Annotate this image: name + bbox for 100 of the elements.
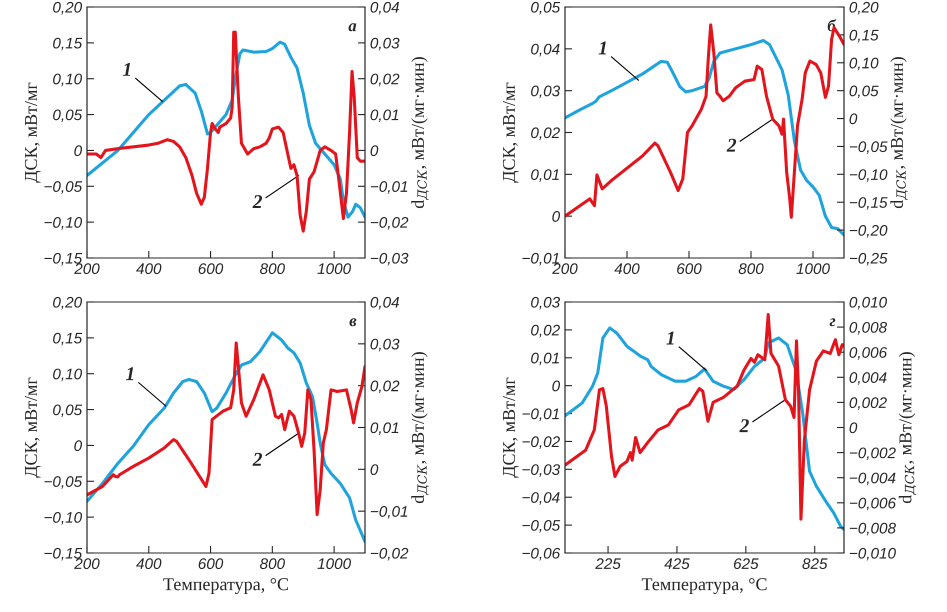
- y2-tick-label: 0,20: [850, 2, 878, 14]
- x-axis-title: Температура, °С: [163, 578, 288, 594]
- y-axis-title: ДСК, мВт/мг: [502, 82, 519, 183]
- y-tick-label: 0,20: [53, 296, 82, 310]
- y-tick-label: 0,02: [531, 127, 560, 140]
- y-tick-label: −0,01: [522, 252, 559, 266]
- y2-tick-label: −0,002: [850, 447, 896, 460]
- y2-tick-label: 0,02: [370, 74, 400, 86]
- y2-tick-label: 0,04: [370, 296, 400, 310]
- y2-tick-label: −0,008: [850, 522, 896, 536]
- line-series: [87, 331, 365, 544]
- y-axis-title: ДСК, мВт/мг: [502, 378, 519, 478]
- y-tick-label: 0: [552, 380, 560, 392]
- x-tick-label: 825: [802, 558, 828, 570]
- y-tick-label: 0,03: [531, 86, 560, 98]
- y-tick-label: 0,15: [53, 38, 82, 50]
- x-tick-label: 800: [738, 263, 764, 274]
- y2-tick-label: 0: [850, 422, 858, 434]
- annotation: 1: [126, 367, 134, 380]
- y2-tick-label: 0,002: [850, 397, 887, 410]
- annotation: 1: [666, 332, 674, 344]
- y-tick-label: 0: [74, 145, 82, 156]
- x-tick-label: 625: [734, 558, 759, 570]
- x-tick-label: 400: [136, 263, 162, 274]
- y2-tick-label: −0,20: [850, 224, 888, 238]
- y-tick-label: 0,04: [531, 44, 560, 56]
- y-tick-label: −0,15: [44, 548, 82, 560]
- x-tick-label: 200: [74, 558, 100, 570]
- x-tick-label: 800: [260, 263, 285, 274]
- y2-axis-title: d$_{ДСК}$, мВт/(мг·мин): [411, 57, 429, 208]
- x-tick-label: 200: [74, 263, 100, 274]
- y-tick-label: −0,05: [44, 476, 82, 489]
- y-axis-title: ДСК, мВт/мг: [24, 378, 41, 478]
- y2-tick-label: 0,008: [850, 322, 888, 335]
- x-tick-label: 425: [664, 558, 690, 570]
- x-tick-label: 600: [677, 263, 702, 274]
- y2-tick-label: −0,01: [370, 506, 408, 519]
- y-tick-label: −0,03: [522, 464, 560, 477]
- y2-tick-label: −0,05: [850, 141, 888, 154]
- y2-tick-label: 0,10: [850, 58, 878, 70]
- y-tick-label: −0,10: [44, 512, 82, 525]
- annotation: в: [349, 318, 356, 326]
- y-tick-label: 0: [552, 211, 560, 222]
- x-tick-label: 400: [614, 263, 640, 274]
- line-series: [87, 341, 365, 516]
- y-tick-label: 0,05: [531, 2, 560, 14]
- x-tick-label: 200: [552, 263, 578, 274]
- x-tick-label: 225: [595, 558, 621, 570]
- annotation: 2: [252, 452, 262, 466]
- y-tick-label: −0,04: [522, 492, 560, 505]
- y2-tick-label: 0,15: [850, 30, 879, 42]
- x-tick-label: 1000: [796, 263, 830, 274]
- y2-tick-label: 0,006: [850, 347, 888, 360]
- y-tick-label: −0,05: [522, 520, 560, 533]
- y2-tick-label: −0,15: [850, 197, 888, 210]
- y-tick-label: −0,05: [44, 181, 82, 194]
- y2-tick-label: −0,01: [370, 181, 408, 194]
- y-tick-label: −0,10: [44, 217, 82, 230]
- y2-tick-label: 0,03: [370, 38, 400, 50]
- annotation: 2: [726, 138, 736, 152]
- x-tick-label: 1000: [318, 558, 351, 570]
- y-tick-label: 0,03: [531, 296, 560, 310]
- x-axis-title: Температура, °С: [642, 578, 767, 594]
- y2-tick-label: −0,25: [850, 252, 888, 266]
- y2-tick-label: 0,05: [850, 86, 879, 98]
- y2-tick-label: −0,02: [370, 548, 408, 560]
- y-tick-label: 0,02: [531, 324, 560, 338]
- y-tick-label: 0,20: [53, 2, 82, 14]
- y2-axis-title: d$_{ДСК}$, мВт/(мг·мин): [411, 352, 429, 504]
- y2-tick-label: 0,04: [370, 2, 400, 14]
- y-tick-label: 0,05: [53, 109, 82, 122]
- y2-axis-title: d$_{ДСК}$, мВт/(мг·мин): [898, 352, 916, 504]
- annotation: 1: [598, 41, 606, 54]
- y2-tick-label: −0,010: [850, 548, 896, 560]
- y2-tick-label: 0,02: [370, 380, 400, 394]
- y-tick-label: 0: [74, 440, 82, 452]
- y2-tick-label: 0: [370, 145, 378, 156]
- y-tick-label: −0,06: [522, 548, 560, 560]
- y-tick-label: 0,01: [531, 169, 559, 182]
- x-tick-label: 400: [136, 558, 162, 570]
- y-tick-label: 0,05: [53, 404, 82, 418]
- y-tick-label: 0,10: [53, 368, 82, 382]
- y-tick-label: −0,01: [522, 408, 559, 422]
- y2-tick-label: 0,01: [370, 109, 398, 122]
- y2-tick-label: 0,01: [370, 422, 398, 435]
- y2-axis-title: d$_{ДСК}$, мВт/(мг·мин): [890, 57, 908, 208]
- y2-tick-label: 0: [370, 464, 378, 476]
- x-tick-label: 1000: [318, 263, 351, 274]
- y-tick-label: 0,10: [53, 74, 82, 86]
- y2-tick-label: −0,02: [370, 217, 408, 230]
- y2-tick-label: 0,03: [370, 338, 400, 352]
- annotation: 1: [122, 62, 130, 76]
- x-tick-label: 600: [198, 263, 224, 274]
- y-tick-label: −0,02: [522, 436, 560, 449]
- annotation: а: [348, 23, 356, 32]
- y-tick-label: −0,15: [44, 252, 82, 266]
- line-series: [565, 38, 844, 237]
- y2-tick-label: 0,010: [850, 296, 887, 310]
- y2-tick-label: −0,006: [850, 498, 896, 510]
- y2-tick-label: 0: [850, 113, 858, 124]
